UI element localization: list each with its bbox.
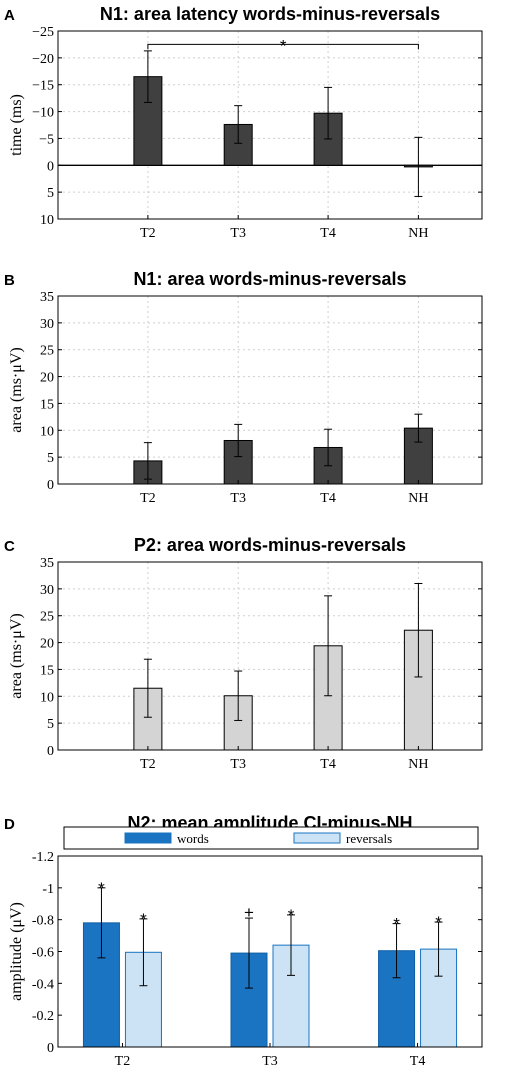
axes-box bbox=[57, 561, 483, 751]
y-tick-label: −25 bbox=[32, 25, 54, 40]
y-tick-label: 20 bbox=[40, 637, 54, 652]
chart-legend: words reversals bbox=[63, 826, 479, 850]
y-tick-label: 0 bbox=[47, 159, 54, 174]
y-tick-label: 15 bbox=[40, 663, 54, 678]
legend-swatch bbox=[124, 832, 172, 844]
panel-letter: B bbox=[4, 272, 15, 289]
y-tick-label: 10 bbox=[40, 424, 54, 439]
panel-letter: D bbox=[4, 816, 15, 833]
x-tick-label: T4 bbox=[410, 1054, 426, 1069]
y-axis-label: area (ms·μV) bbox=[8, 347, 25, 432]
chart-title: N1: area latency words-minus-reversals bbox=[100, 4, 440, 24]
y-tick-label: 25 bbox=[40, 344, 54, 359]
significance-mark: * bbox=[98, 879, 105, 898]
x-tick-label: NH bbox=[408, 226, 428, 241]
x-tick-label: T4 bbox=[320, 757, 336, 772]
significance-mark: * bbox=[393, 915, 400, 934]
y-tick-label: 15 bbox=[40, 397, 54, 412]
axes-box bbox=[57, 30, 483, 220]
y-tick-label: 0 bbox=[47, 478, 54, 493]
panel-letter: A bbox=[4, 7, 15, 24]
x-tick-label: T4 bbox=[320, 491, 336, 506]
y-tick-label: −10 bbox=[32, 106, 54, 121]
x-tick-label: T3 bbox=[230, 757, 246, 772]
legend-label: reversals bbox=[346, 831, 392, 846]
y-tick-label: 30 bbox=[40, 583, 54, 598]
significance-star: * bbox=[280, 36, 287, 55]
x-tick-label: T2 bbox=[140, 491, 156, 506]
y-tick-label: -0.6 bbox=[32, 946, 54, 961]
chart-panel-c: C P2: area words-minus-reversals 0 5 10 15 20 2… bbox=[4, 535, 483, 772]
y-axis-label: amplitude (μV) bbox=[8, 902, 25, 1001]
y-tick-label: 35 bbox=[40, 556, 54, 571]
y-axis-label: time (ms) bbox=[8, 94, 25, 156]
y-tick-label: -1 bbox=[42, 882, 54, 897]
x-tick-label: NH bbox=[408, 491, 428, 506]
x-tick-label: T4 bbox=[320, 226, 336, 241]
legend-swatch bbox=[293, 832, 341, 844]
x-tick-label: T2 bbox=[140, 757, 156, 772]
significance-bracket bbox=[147, 43, 419, 50]
x-tick-label: NH bbox=[408, 757, 428, 772]
y-tick-label: 35 bbox=[40, 290, 54, 305]
bar-t3 bbox=[223, 439, 253, 485]
legend-label: words bbox=[177, 831, 209, 846]
significance-mark: * bbox=[288, 906, 295, 925]
significance-mark: * bbox=[435, 913, 442, 932]
y-tick-label: 5 bbox=[47, 186, 54, 201]
x-tick-label: T3 bbox=[230, 226, 246, 241]
y-tick-label: 30 bbox=[40, 317, 54, 332]
y-tick-label: −15 bbox=[32, 79, 54, 94]
y-tick-label: -0.4 bbox=[32, 977, 54, 992]
chart-panel-a: A N1: area latency words-minus-reversals *… bbox=[4, 4, 483, 241]
chart-panel-b: B N1: area words-minus-reversals 0 5 10 15 20 2… bbox=[4, 269, 483, 506]
y-tick-label: 10 bbox=[40, 690, 54, 705]
y-tick-label: −20 bbox=[32, 52, 54, 67]
x-tick-label: T3 bbox=[230, 491, 246, 506]
y-tick-label: 0 bbox=[47, 1041, 54, 1056]
y-tick-label: 0 bbox=[47, 744, 54, 759]
axes-box bbox=[57, 855, 483, 1048]
y-tick-label: -1.2 bbox=[32, 850, 54, 865]
significance-mark: * bbox=[140, 910, 147, 929]
y-tick-label: −5 bbox=[39, 132, 54, 147]
panel-letter: C bbox=[4, 538, 15, 555]
chart-title: P2: area words-minus-reversals bbox=[134, 535, 406, 555]
x-tick-label: T2 bbox=[140, 226, 156, 241]
y-tick-label: 20 bbox=[40, 371, 54, 386]
x-tick-label: T3 bbox=[262, 1054, 278, 1069]
y-tick-label: -0.2 bbox=[32, 1009, 54, 1024]
y-tick-label: 5 bbox=[47, 451, 54, 466]
y-tick-label: 5 bbox=[47, 717, 54, 732]
axes-box bbox=[57, 295, 483, 485]
chart-title: N1: area words-minus-reversals bbox=[133, 269, 406, 289]
y-tick-label: -0.8 bbox=[32, 914, 54, 929]
y-tick-label: 25 bbox=[40, 610, 54, 625]
y-tick-label: 10 bbox=[40, 213, 54, 228]
significance-mark: + bbox=[244, 903, 254, 922]
x-tick-label: T2 bbox=[115, 1054, 131, 1069]
y-axis-label: area (ms·μV) bbox=[8, 613, 25, 698]
